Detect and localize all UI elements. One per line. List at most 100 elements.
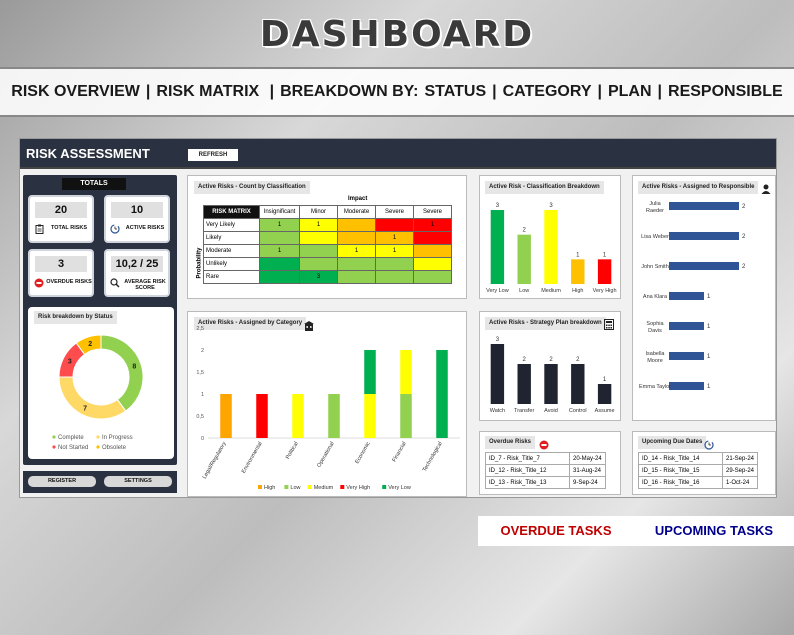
matrix-cell[interactable] [337,257,376,271]
bar [571,364,585,404]
matrix-cell[interactable] [337,231,376,245]
category-tick-label: Sophia [646,321,664,327]
matrix-cell[interactable]: 1 [299,218,338,232]
status-breakdown-card: Risk breakdown by Status 8 7 3 2 Complete In … [28,307,174,459]
matrix-cell[interactable]: 3 [299,270,338,284]
category-tick-label: High [572,288,583,294]
nav-plan[interactable]: PLAN [607,83,652,100]
matrix-row: Rare 3 [203,270,452,284]
matrix-col-header: Severe [413,205,452,219]
nav-category[interactable]: CATEGORY [502,83,592,100]
matrix-cell[interactable] [299,257,338,271]
category-tick-label: Isabella [646,351,666,357]
matrix-col-header: Moderate [337,205,376,219]
y-tick-label: 2 [201,348,204,354]
nav-risk-matrix[interactable]: RISK MATRIX [156,83,260,100]
register-button[interactable]: REGISTER [28,476,96,487]
legend-label: Medium [314,485,334,491]
table-row[interactable]: ID_12 - Risk_Title_12 31-Aug-24 [485,464,606,477]
matrix-cell[interactable]: 1 [375,231,414,245]
nav-risk-overview[interactable]: RISK OVERVIEW [11,83,140,100]
bar-segment [364,350,376,394]
matrix-cell[interactable]: 1 [375,244,414,258]
active-risks-value: 10 [111,202,163,218]
table-row[interactable]: ID_15 - Risk_Title_15 29-Sep-24 [638,464,759,477]
upcoming-tasks-button[interactable]: UPCOMING TASKS [634,516,794,546]
matrix-cell[interactable] [413,244,452,258]
bar [669,262,739,270]
calculator-icon [604,317,614,330]
nav-separator: | [492,83,497,100]
matrix-cell[interactable] [299,244,338,258]
table-row[interactable]: ID_16 - Risk_Title_16 1-Oct-24 [638,476,759,489]
matrix-cell[interactable] [259,270,300,284]
matrix-cell[interactable] [337,270,376,284]
active-risks-card: 10 ACTIVE RISKS [104,195,170,243]
bar-data-label: 1 [576,252,580,258]
matrix-cell[interactable] [259,257,300,271]
classification-title: Active Risk - Classification Breakdown [485,181,604,194]
matrix-cell[interactable]: 1 [413,218,452,232]
matrix-cell[interactable]: 1 [259,244,300,258]
category-tick-label: Julia [649,201,661,207]
matrix-cell[interactable] [413,257,452,271]
table-row[interactable]: ID_14 - Risk_Title_14 21-Sep-24 [638,452,759,465]
legend-marker [307,485,312,489]
risk-id-cell: ID_12 - Risk_Title_12 [485,464,570,477]
legend-label: Very Low [388,485,411,491]
status-donut-chart: 8 7 3 2 Complete In Progress Not Started Obsole… [52,334,144,451]
matrix-cell[interactable] [299,231,338,245]
table-row[interactable]: ID_7 - Risk_Title_7 20-May-24 [485,452,606,465]
category-tick-label: Economic [354,441,371,465]
settings-button[interactable]: SETTINGS [104,476,172,487]
nav-separator: | [597,83,602,100]
probability-label: Probability [196,247,203,279]
nav-separator: | [145,83,151,100]
avg-score-label: AVERAGE RISK SCORE [124,279,166,291]
matrix-cell[interactable] [259,231,300,245]
top-nav: RISK OVERVIEW | RISK MATRIX | BREAKDOWN … [0,67,794,117]
matrix-cell[interactable] [375,218,414,232]
matrix-cell[interactable] [375,270,414,284]
avg-score-card: 10,2 / 25 AVERAGE RISK SCORE [104,249,170,297]
total-risks-value: 20 [35,202,87,218]
refresh-button[interactable]: REFRESH [188,149,238,161]
category-tick-label: Emma Taylor [639,384,671,390]
bar-data-label: 1 [707,294,711,300]
category-card: Active Risks - Assigned by Category 0 0,5… [187,311,467,497]
matrix-cell[interactable] [375,257,414,271]
overdue-risks-card: 3 OVERDUE RISKS [28,249,94,297]
matrix-cell[interactable] [413,270,452,284]
category-tick-label: John Smith [641,264,669,270]
bar-data-label: 2 [549,357,553,363]
category-tick-label: Technological [422,441,444,473]
plan-bar-chart: 3 Watch 2 Transfer 2 Avoid 2 Control 1 Assume [490,337,615,414]
overdue-tasks-button[interactable]: OVERDUE TASKS [478,516,634,546]
bar-segment [436,350,448,438]
impact-label: Impact [348,196,368,202]
matrix-cell[interactable] [413,231,452,245]
upcoming-table: ID_14 - Risk_Title_14 21-Sep-24 ID_15 - R… [638,452,759,489]
legend-label: Low [290,485,300,491]
matrix-row-label: Rare [203,270,260,284]
matrix-cell[interactable]: 1 [259,218,300,232]
matrix-cell[interactable]: 1 [337,244,376,258]
person-icon [761,181,771,194]
avg-score-value: 10,2 / 25 [111,256,163,272]
matrix-row-label: Likely [203,231,260,245]
category-tick-label: Avoid [544,408,558,414]
nav-responsible[interactable]: RESPONSIBLE [668,83,783,100]
nav-breakdown-label: BREAKDOWN BY: [280,83,419,100]
overdue-card: Overdue Risks ID_7 - Risk_Title_7 20-May-… [479,431,621,495]
nav-status[interactable]: STATUS [424,83,487,100]
bar [669,382,704,390]
bar [669,232,739,240]
clipboard-icon [34,224,44,234]
category-tick-label: Ana Klara [643,294,668,300]
panel-title: RISK ASSESSMENT [26,146,150,161]
bar-segment [400,394,412,438]
matrix-cell[interactable] [337,218,376,232]
table-row[interactable]: ID_13 - Risk_Title_13 9-Sep-24 [485,476,606,489]
matrix-row-label: Unlikely [203,257,260,271]
